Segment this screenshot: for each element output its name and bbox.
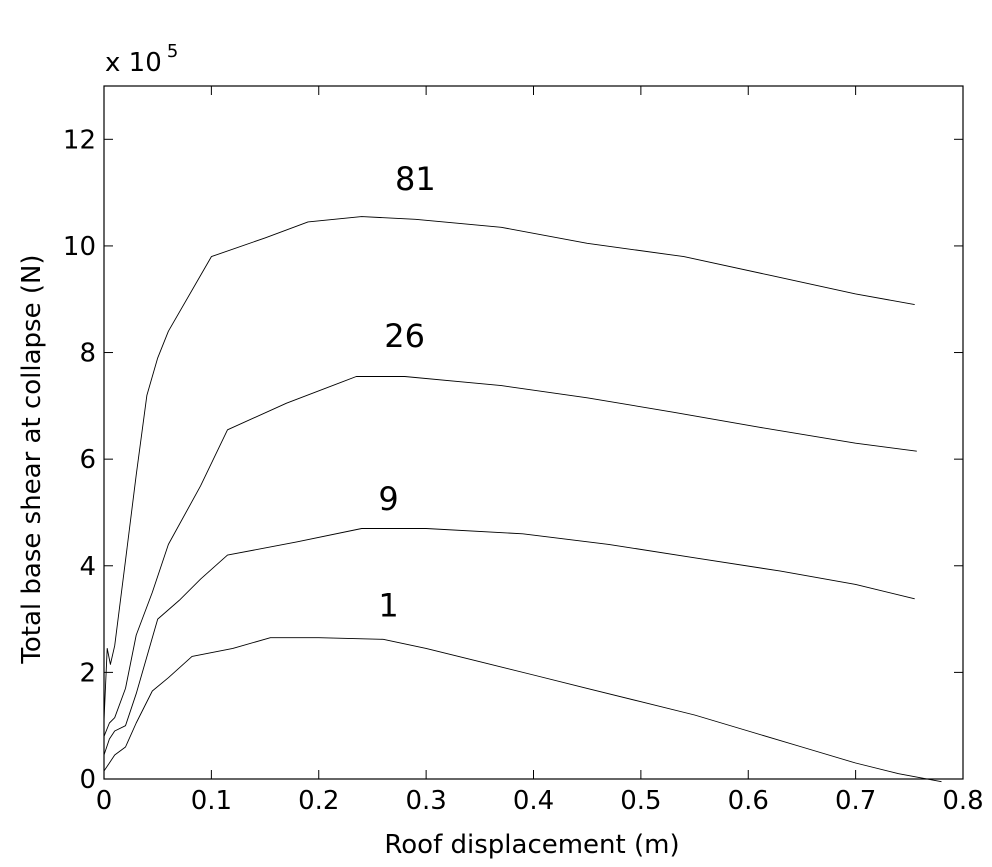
axis-ticks bbox=[103, 86, 964, 780]
x-tick-label: 0.2 bbox=[298, 786, 339, 816]
series-line-1 bbox=[103, 637, 942, 783]
series-label-81: 81 bbox=[395, 160, 436, 198]
y-tick-label: 2 bbox=[79, 658, 96, 688]
y-tick-label: 4 bbox=[79, 552, 96, 582]
series-line-9 bbox=[103, 528, 915, 756]
series-lines bbox=[103, 216, 942, 783]
x-tick-label: 0.1 bbox=[191, 786, 232, 816]
series-line-81 bbox=[103, 216, 915, 721]
x-axis-label: Roof displacement (m) bbox=[384, 830, 679, 860]
y-tick-label: 0 bbox=[79, 765, 96, 795]
y-tick-label: 12 bbox=[63, 125, 96, 155]
y-tick-label: 8 bbox=[79, 339, 96, 369]
x-tick-label: 0.5 bbox=[620, 786, 661, 816]
y-tick-label: 10 bbox=[63, 232, 96, 262]
x-tick-label: 0.7 bbox=[835, 786, 876, 816]
y-tick-label: 6 bbox=[79, 445, 96, 475]
y-axis-label: Total base shear at collapse (N) bbox=[17, 254, 47, 664]
multiplier-exponent: 5 bbox=[167, 41, 178, 62]
series-label-26: 26 bbox=[384, 317, 425, 355]
x-tick-label: 0.6 bbox=[728, 786, 769, 816]
series-annotations: 81 26 9 1 bbox=[378, 160, 435, 624]
series-line-26 bbox=[103, 376, 917, 737]
axis-tick-labels: 0 0.1 0.2 0.3 0.4 0.5 0.6 0.7 0.8 0 2 4 6 8 10 12 bbox=[63, 125, 984, 816]
x-tick-label: 0.3 bbox=[405, 786, 446, 816]
multiplier-base: x 10 bbox=[105, 48, 162, 78]
x-tick-label: 0.8 bbox=[942, 786, 983, 816]
series-label-1: 1 bbox=[378, 586, 398, 624]
y-axis-multiplier: x 10 5 bbox=[105, 41, 178, 78]
series-label-9: 9 bbox=[378, 480, 398, 518]
x-tick-label: 0 bbox=[96, 786, 113, 816]
x-tick-label: 0.4 bbox=[513, 786, 554, 816]
